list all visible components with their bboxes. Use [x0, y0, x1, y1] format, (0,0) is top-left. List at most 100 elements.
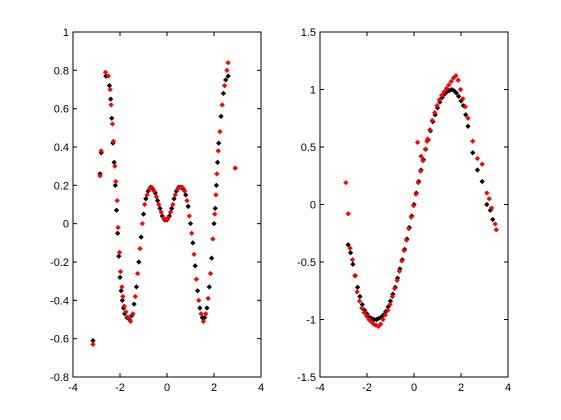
left-data-point	[212, 205, 218, 211]
left-data-point	[102, 69, 109, 75]
right-data-point	[493, 227, 499, 233]
right-x-tick-label: 2	[458, 382, 464, 394]
right-data-point	[354, 289, 360, 295]
left-y-tick-label: -0.6	[50, 334, 69, 346]
left-data-point	[118, 288, 124, 294]
left-data-point	[167, 209, 174, 215]
left-data-point	[116, 253, 122, 259]
left-data-point	[185, 203, 191, 210]
left-data-point	[191, 251, 197, 257]
right-data-point	[406, 226, 412, 232]
left-data-point	[210, 236, 216, 242]
left-y-tick-label: -0.4	[50, 295, 69, 307]
right-y-tick-label: 0	[310, 200, 316, 212]
left-x-tick-label: 2	[211, 382, 217, 394]
right-data-point	[361, 309, 367, 316]
left-data-point	[203, 311, 209, 317]
left-data-point	[130, 311, 136, 317]
right-data-point	[484, 201, 490, 208]
left-data-point	[110, 138, 117, 144]
right-data-point	[410, 203, 417, 209]
right-data-point	[378, 321, 384, 327]
right-data-point	[479, 178, 485, 185]
left-data-point	[131, 301, 137, 307]
left-data-point	[209, 255, 215, 261]
left-data-point	[136, 259, 142, 265]
right-data-point	[453, 73, 459, 79]
left-data-point	[144, 192, 150, 198]
left-data-point	[115, 230, 121, 236]
left-data-point	[109, 115, 115, 121]
left-data-point	[119, 297, 125, 303]
right-data-point	[465, 123, 471, 129]
left-data-point	[107, 96, 114, 102]
right-data-point	[343, 180, 349, 186]
left-axes-box	[72, 31, 262, 378]
left-data-point	[194, 288, 201, 294]
left-data-point	[217, 129, 223, 135]
left-data-point	[151, 188, 157, 194]
right-data-point	[439, 92, 445, 98]
left-data-point	[153, 194, 160, 200]
right-data-point	[359, 305, 365, 311]
left-data-point	[112, 163, 118, 169]
right-data-point	[382, 312, 388, 318]
left-data-point	[133, 284, 140, 290]
left-data-point	[224, 67, 230, 73]
right-data-point	[363, 313, 370, 319]
right-data-point	[460, 96, 466, 102]
right-data-point	[422, 146, 428, 152]
left-data-point	[139, 221, 145, 227]
left-y-tick-label: 0.8	[54, 65, 69, 77]
left-data-point	[125, 314, 131, 321]
right-series-1	[343, 73, 499, 330]
right-y-tick-label: -0.5	[297, 257, 316, 269]
left-data-point	[223, 77, 229, 83]
right-data-point	[455, 77, 461, 83]
left-data-point	[186, 213, 192, 219]
left-data-point	[213, 192, 219, 198]
right-data-point	[347, 250, 354, 256]
left-x-tick-label: -4	[68, 382, 78, 394]
right-data-point	[352, 273, 358, 279]
right-y-tick-label: 1	[310, 85, 316, 97]
right-data-point	[345, 211, 351, 217]
right-x-tick-label: 4	[505, 382, 511, 394]
right-y-tick-label: -1.5	[297, 372, 316, 384]
left-data-point	[123, 309, 129, 315]
right-data-point	[457, 86, 464, 93]
right-data-point	[354, 284, 361, 290]
right-data-point	[429, 117, 435, 124]
left-data-point	[220, 90, 227, 96]
right-data-point	[488, 205, 495, 211]
right-data-point	[424, 138, 430, 144]
right-data-point	[453, 90, 459, 96]
left-x-tick-label: 0	[164, 382, 170, 394]
right-data-point	[408, 214, 414, 220]
left-y-tick-label: 0	[63, 219, 69, 231]
left-data-point	[197, 305, 203, 311]
right-data-point	[484, 190, 490, 196]
left-x-tick-label: -2	[115, 382, 125, 394]
right-data-point	[492, 221, 498, 227]
left-data-point	[142, 201, 148, 208]
right-data-point	[441, 89, 447, 95]
right-data-point	[399, 258, 405, 264]
left-data-point	[225, 60, 231, 66]
right-data-point	[432, 109, 438, 116]
right-data-point	[474, 155, 481, 162]
left-data-point	[119, 284, 125, 290]
right-data-point	[463, 112, 469, 118]
right-data-point	[349, 257, 356, 263]
left-data-point	[140, 211, 147, 217]
left-data-point	[135, 270, 141, 277]
left-y-tick-label: 0.6	[54, 104, 69, 116]
left-data-point	[149, 184, 155, 190]
right-y-tick-label: 0.5	[301, 142, 316, 154]
right-data-point	[414, 139, 421, 146]
left-data-point	[171, 196, 177, 202]
left-data-point	[105, 73, 111, 79]
left-data-point	[183, 192, 189, 198]
right-data-point	[434, 102, 440, 109]
